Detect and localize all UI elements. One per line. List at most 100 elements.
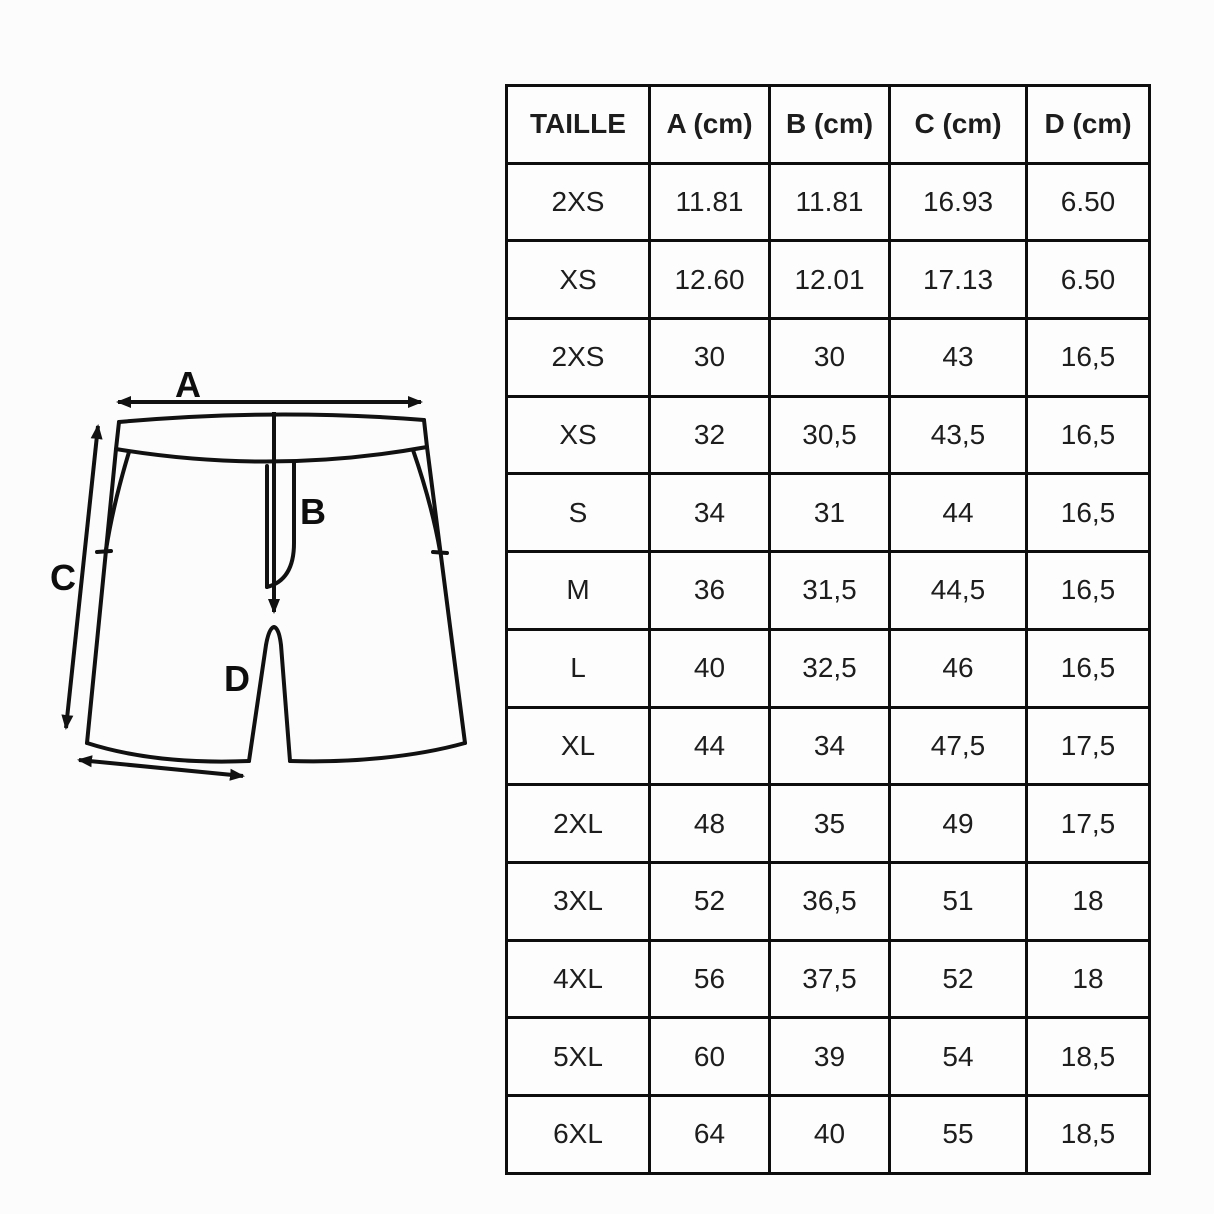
label-d: D (224, 658, 250, 699)
measure-arrow-d (77, 755, 245, 781)
d-cell: 16,5 (1025, 550, 1151, 631)
label-b: B (300, 491, 326, 532)
c-cell: 49 (888, 783, 1028, 864)
right-leg-hem (288, 741, 467, 764)
b-cell: 40 (768, 1093, 891, 1175)
b-cell: 34 (768, 705, 891, 787)
measure-arrow-c (61, 424, 103, 730)
b-cell: 32,5 (768, 627, 891, 709)
d-cell: 6.50 (1025, 161, 1151, 243)
a-cell: 36 (648, 550, 771, 631)
c-cell: 51 (888, 860, 1028, 942)
c-cell: 43 (888, 317, 1028, 398)
header-b-cm: B (cm) (768, 84, 891, 165)
d-cell: 16,5 (1025, 394, 1151, 476)
fly-j-stitch (265, 461, 296, 589)
size-cell: M (505, 550, 651, 631)
table-row: 2XS 30 30 43 16,5 (505, 317, 1151, 398)
table-row: L 40 32,5 46 16,5 (505, 627, 1151, 709)
crotch-inseam (247, 625, 292, 763)
table-row: 3XL 52 36,5 51 18 (505, 860, 1151, 942)
a-cell: 11.81 (648, 161, 771, 243)
left-leg-hem (85, 741, 251, 764)
size-cell: XS (505, 239, 651, 321)
size-cell: 4XL (505, 938, 651, 1020)
b-cell: 37,5 (768, 938, 891, 1020)
c-cell: 46 (888, 627, 1028, 709)
size-chart-table: TAILLE A (cm) B (cm) C (cm) D (cm) 2XS 1… (505, 84, 1151, 1175)
size-cell: L (505, 627, 651, 709)
a-cell: 40 (648, 627, 771, 709)
label-a: A (175, 364, 201, 405)
b-cell: 35 (768, 783, 891, 864)
table-row: XS 12.60 12.01 17.13 6.50 (505, 239, 1151, 321)
a-cell: 60 (648, 1016, 771, 1097)
right-pocket-line (411, 448, 449, 555)
header-c-cm: C (cm) (888, 84, 1028, 165)
d-cell: 6.50 (1025, 239, 1151, 321)
measurement-arrows (61, 396, 423, 781)
waistband-top-edge (117, 412, 426, 424)
a-cell: 48 (648, 783, 771, 864)
table-row: 5XL 60 39 54 18,5 (505, 1016, 1151, 1097)
d-cell: 17,5 (1025, 783, 1151, 864)
size-cell: XS (505, 394, 651, 476)
table-row: 2XS 11.81 11.81 16.93 6.50 (505, 161, 1151, 243)
b-cell: 39 (768, 1016, 891, 1097)
c-cell: 16.93 (888, 161, 1028, 243)
size-cell: 2XS (505, 161, 651, 243)
d-cell: 18,5 (1025, 1093, 1151, 1175)
c-cell: 44,5 (888, 550, 1028, 631)
d-cell: 18 (1025, 938, 1151, 1020)
c-cell: 44 (888, 472, 1028, 554)
table-row: XS 32 30,5 43,5 16,5 (505, 394, 1151, 476)
table-row: M 36 31,5 44,5 16,5 (505, 550, 1151, 631)
b-cell: 30 (768, 317, 891, 398)
b-cell: 30,5 (768, 394, 891, 476)
table-row: XL 44 34 47,5 17,5 (505, 705, 1151, 787)
d-cell: 16,5 (1025, 627, 1151, 709)
d-cell: 16,5 (1025, 472, 1151, 554)
c-cell: 17.13 (888, 239, 1028, 321)
a-cell: 34 (648, 472, 771, 554)
right-side-seam (422, 418, 467, 745)
a-cell: 56 (648, 938, 771, 1020)
size-cell: 5XL (505, 1016, 651, 1097)
waistband-bottom-edge (114, 445, 429, 464)
c-cell: 47,5 (888, 705, 1028, 787)
b-cell: 31 (768, 472, 891, 554)
b-cell: 12.01 (768, 239, 891, 321)
b-cell: 31,5 (768, 550, 891, 631)
label-c: C (50, 557, 76, 598)
a-cell: 64 (648, 1093, 771, 1175)
size-cell: 2XL (505, 783, 651, 864)
a-cell: 12.60 (648, 239, 771, 321)
table-row: 6XL 64 40 55 18,5 (505, 1093, 1151, 1175)
size-cell: 2XS (505, 317, 651, 398)
d-cell: 18,5 (1025, 1016, 1151, 1097)
a-cell: 30 (648, 317, 771, 398)
c-cell: 43,5 (888, 394, 1028, 476)
d-cell: 18 (1025, 860, 1151, 942)
table-row: 2XL 48 35 49 17,5 (505, 783, 1151, 864)
header-a-cm: A (cm) (648, 84, 771, 165)
measurement-labels: A B C D (50, 364, 326, 699)
a-cell: 32 (648, 394, 771, 476)
size-cell: S (505, 472, 651, 554)
a-cell: 52 (648, 860, 771, 942)
table-header-row: TAILLE A (cm) B (cm) C (cm) D (cm) (505, 84, 1151, 165)
c-cell: 52 (888, 938, 1028, 1020)
table-row: 4XL 56 37,5 52 18 (505, 938, 1151, 1020)
c-cell: 54 (888, 1016, 1028, 1097)
table-row: S 34 31 44 16,5 (505, 472, 1151, 554)
header-d-cm: D (cm) (1025, 84, 1151, 165)
b-cell: 11.81 (768, 161, 891, 243)
size-cell: 3XL (505, 860, 651, 942)
header-taille: TAILLE (505, 84, 651, 165)
a-cell: 44 (648, 705, 771, 787)
d-cell: 17,5 (1025, 705, 1151, 787)
size-cell: XL (505, 705, 651, 787)
d-cell: 16,5 (1025, 317, 1151, 398)
